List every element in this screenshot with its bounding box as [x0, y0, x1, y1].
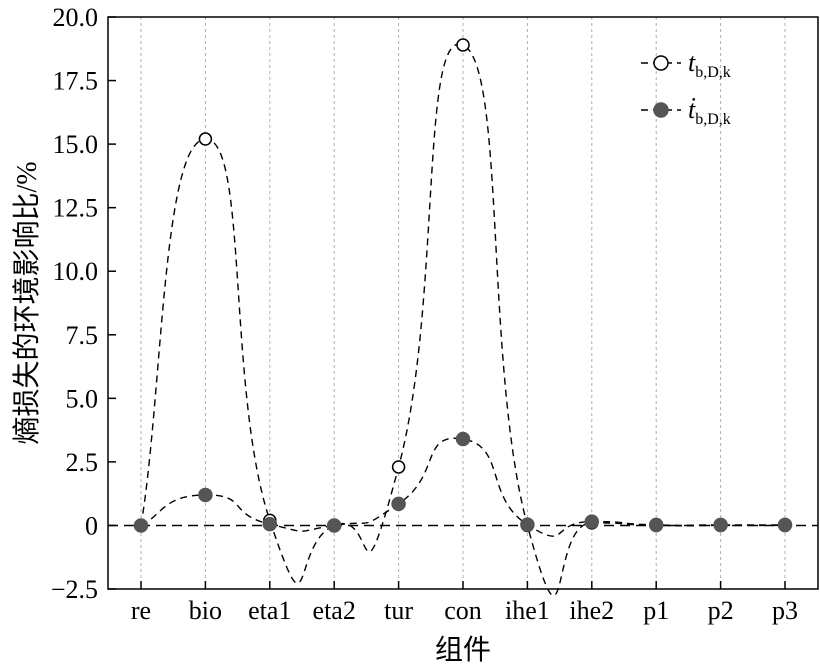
y-tick-label: 17.5 [53, 67, 99, 96]
series-2-point-re [133, 518, 149, 533]
series-2-point-eta2 [326, 518, 342, 533]
x-axis-label: 组件 [435, 634, 491, 666]
x-tick-label-eta1: eta1 [248, 596, 291, 625]
y-axis-ticks: −2.5 0 2.5 5.0 7.5 10.0 12.5 15.0 17.5 20.0 [51, 3, 116, 604]
x-tick-label-p1: p1 [643, 596, 669, 625]
legend: tb,D,k ṫb,D,k [641, 48, 731, 128]
series-2-point-bio [198, 487, 213, 503]
series-1-curve [140, 43, 785, 597]
series-2-point-p3 [777, 517, 793, 533]
y-tick-label: 2.5 [66, 448, 99, 477]
y-tick-label: 7.5 [66, 321, 99, 350]
x-tick-label-re: re [131, 596, 151, 625]
legend-marker-2 [653, 102, 669, 118]
series-1-point-con [456, 38, 470, 52]
y-axis-label: 熵损失的环境影响比/% [11, 161, 43, 444]
series-2-point-p2 [713, 517, 728, 533]
y-tick-label: −2.5 [51, 575, 98, 604]
x-tick-label-tur: tur [384, 596, 413, 625]
series-2-point-ihe1 [520, 517, 535, 532]
series-2-point-eta1 [262, 516, 278, 532]
legend-label-1: tb,D,k [688, 48, 731, 81]
x-tick-label-eta2: eta2 [313, 596, 356, 625]
y-tick-label: 5.0 [66, 384, 99, 413]
series-1-point-tur [391, 460, 406, 474]
y-tick-label: 15.0 [53, 130, 99, 159]
x-tick-label-bio: bio [189, 596, 222, 625]
x-tick-label-p3: p3 [772, 596, 798, 625]
series-curves [140, 43, 785, 597]
series-2-point-con [455, 431, 471, 447]
x-axis-ticks: re bio eta1 eta2 tur con ihe1 ihe2 p1 p2 p3 [131, 581, 798, 625]
y-tick-label: 12.5 [53, 194, 99, 223]
y-tick-label: 20.0 [53, 3, 99, 32]
legend-label-2: ṫb,D,k [688, 95, 731, 128]
series-2-point-p1 [648, 517, 664, 533]
legend-marker-1 [653, 55, 669, 71]
y-tick-label: 10.0 [53, 257, 99, 286]
series-1-point-bio [198, 132, 213, 146]
series-2-curve [140, 437, 785, 537]
x-tick-label-p2: p2 [708, 596, 734, 625]
x-tick-label-ihe2: ihe2 [569, 596, 614, 625]
series-2-point-tur [391, 496, 406, 512]
x-tick-label-con: con [444, 596, 482, 625]
x-tick-label-ihe1: ihe1 [505, 596, 550, 625]
series-markers [133, 38, 793, 533]
series-2-point-ihe2 [584, 514, 600, 529]
y-tick-label: 0 [85, 511, 98, 540]
